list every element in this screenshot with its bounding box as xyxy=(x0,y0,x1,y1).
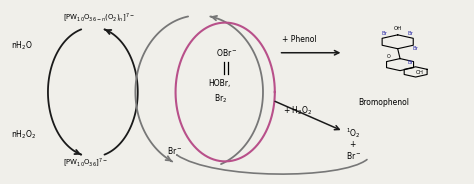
Text: Br: Br xyxy=(412,46,418,51)
Text: nH$_2$O: nH$_2$O xyxy=(11,39,33,52)
Text: OH: OH xyxy=(416,70,424,75)
Text: HOBr,: HOBr, xyxy=(209,79,231,88)
Text: $^1$O$_2$: $^1$O$_2$ xyxy=(346,126,360,140)
Text: OBr$^-$: OBr$^-$ xyxy=(216,47,237,58)
Text: [PW$_{10}$O$_{36-n}$(O$_2$)$_n$]$^{7-}$: [PW$_{10}$O$_{36-n}$(O$_2$)$_n$]$^{7-}$ xyxy=(63,12,135,24)
Text: Br$^-$: Br$^-$ xyxy=(346,150,361,160)
Text: [PW$_{10}$O$_{36}$]$^{7-}$: [PW$_{10}$O$_{36}$]$^{7-}$ xyxy=(63,156,108,169)
Text: +: + xyxy=(349,139,356,148)
Text: + Phenol: + Phenol xyxy=(282,36,317,45)
Text: nH$_2$O$_2$: nH$_2$O$_2$ xyxy=(11,129,36,141)
Text: OH: OH xyxy=(393,26,402,31)
Text: Br: Br xyxy=(382,31,388,36)
Text: Br: Br xyxy=(408,60,414,65)
Text: O: O xyxy=(386,54,390,59)
Text: Br$^-$: Br$^-$ xyxy=(167,145,182,156)
Text: Br$_2$: Br$_2$ xyxy=(214,92,228,105)
Text: Bromophenol: Bromophenol xyxy=(358,98,409,107)
Text: + H$_2$O$_2$: + H$_2$O$_2$ xyxy=(283,104,312,116)
FancyArrowPatch shape xyxy=(177,155,367,174)
Text: Br: Br xyxy=(408,31,414,36)
